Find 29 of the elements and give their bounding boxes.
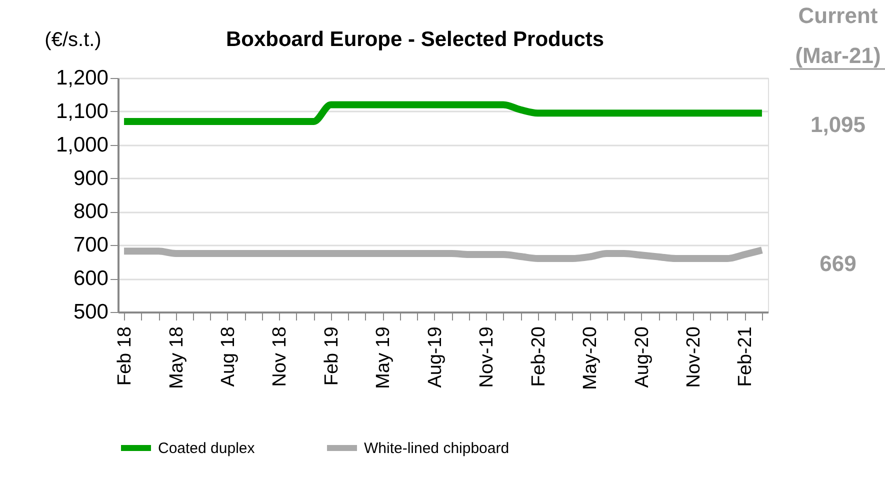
y-tick-label: 700 xyxy=(73,234,108,257)
legend-label: White-lined chipboard xyxy=(364,440,510,457)
x-tick-label: Feb-21 xyxy=(735,326,756,387)
x-tick-label: May 19 xyxy=(373,326,394,389)
text: 1,095 xyxy=(810,112,866,137)
x-tick-label: Feb 18 xyxy=(114,326,136,386)
x-tick-label: Feb-20 xyxy=(528,326,550,387)
chart-title: Boxboard Europe - Selected Products xyxy=(226,28,604,51)
text: (Mar-21) xyxy=(795,43,881,68)
text: 669 xyxy=(820,251,856,276)
text: Current xyxy=(798,3,878,28)
x-tick-label: Nov-19 xyxy=(476,326,498,388)
y-tick-label: 600 xyxy=(73,267,108,290)
y-tick-label: 1,200 xyxy=(56,66,108,90)
y-tick-label: 500 xyxy=(73,300,108,324)
y-tick-label: 800 xyxy=(73,200,108,224)
legend-label: Coated duplex xyxy=(158,440,256,457)
x-tick-label: Nov 18 xyxy=(270,326,291,387)
x-tick-label: May-20 xyxy=(580,326,602,390)
y-tick-label: 900 xyxy=(73,166,108,190)
y-axis-title: (€/s.t.) xyxy=(44,29,102,51)
x-tick-label: Aug 18 xyxy=(218,326,239,387)
x-tick-label: Nov-20 xyxy=(684,326,704,388)
x-tick-label: May 18 xyxy=(166,326,188,389)
x-tick-label: Aug-20 xyxy=(632,326,653,388)
y-tick-label: 1,100 xyxy=(56,100,108,123)
y-tick-label: 1,000 xyxy=(56,133,108,156)
x-tick-label: Feb 19 xyxy=(321,326,342,386)
x-tick-label: Aug-19 xyxy=(424,326,446,388)
